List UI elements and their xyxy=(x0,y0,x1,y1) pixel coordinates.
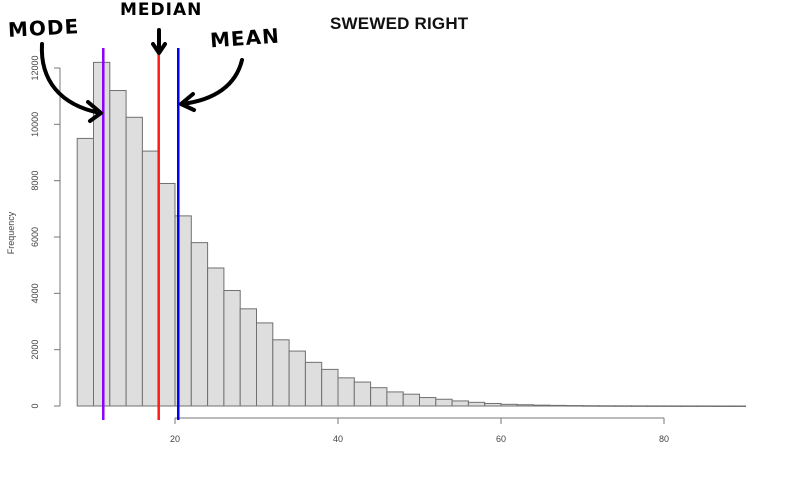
histogram-bar xyxy=(125,116,143,407)
mean-arrow-icon xyxy=(180,58,244,106)
annotation-arrows xyxy=(39,28,244,123)
histogram-bar xyxy=(549,404,567,407)
histogram-bar xyxy=(419,397,437,407)
histogram-bar xyxy=(516,404,535,407)
histogram-bar xyxy=(207,267,225,407)
histogram-bar xyxy=(256,322,274,407)
histogram-bar xyxy=(141,150,160,407)
histogram-bar xyxy=(484,402,502,407)
histogram-bar xyxy=(402,393,421,407)
histogram-bar xyxy=(614,405,632,407)
x-axis: 20 40 60 80 xyxy=(170,417,669,444)
y-tick-label: 12000 xyxy=(30,55,40,80)
histogram-bar xyxy=(288,350,306,407)
histogram-bar xyxy=(435,398,453,407)
histogram-bars xyxy=(76,61,747,407)
mode-annotation: MODE xyxy=(7,14,80,42)
x-tick-label: 40 xyxy=(333,434,343,444)
histogram-bar xyxy=(272,339,290,407)
histogram-bar xyxy=(630,405,649,407)
histogram-bar xyxy=(712,405,730,407)
histogram-bar xyxy=(386,391,404,407)
histogram-bar xyxy=(663,405,681,407)
histogram-bar xyxy=(582,405,600,407)
histogram-bar xyxy=(728,405,747,407)
histogram-bar xyxy=(467,401,486,407)
histogram-bar xyxy=(370,387,388,407)
y-tick-label: 2000 xyxy=(30,340,40,360)
y-tick-label: 8000 xyxy=(30,171,40,191)
median-annotation: MEDIAN xyxy=(120,0,203,20)
histogram-bar xyxy=(190,242,209,407)
y-tick-label: 4000 xyxy=(30,283,40,303)
histogram-bar xyxy=(321,368,339,407)
histogram-bar xyxy=(451,400,469,407)
chart-title: SWEWED RIGHT xyxy=(330,14,469,33)
mean-annotation: MEAN xyxy=(209,23,281,53)
histogram-bar xyxy=(158,182,176,407)
histogram-bar xyxy=(647,405,665,407)
histogram-bar xyxy=(533,404,551,407)
y-tick-label: 0 xyxy=(30,403,40,408)
mode-arrow-icon xyxy=(39,42,102,115)
reference-lines xyxy=(102,48,180,420)
histogram-bar xyxy=(598,405,616,407)
histogram-bar xyxy=(565,405,584,407)
y-axis: 0 2000 4000 6000 8000 10000 12000 xyxy=(30,55,61,409)
mean-arrowhead-icon xyxy=(179,92,196,112)
y-tick-label: 6000 xyxy=(30,227,40,247)
histogram-bar xyxy=(696,405,714,407)
histogram-bar xyxy=(304,361,323,407)
histogram-bar xyxy=(223,290,241,407)
histogram-bar xyxy=(239,308,257,407)
x-tick-label: 60 xyxy=(496,434,506,444)
median-arrowhead-icon xyxy=(151,42,167,55)
y-tick-label: 10000 xyxy=(30,112,40,137)
histogram-bar xyxy=(679,405,698,407)
x-tick-label: 20 xyxy=(170,434,180,444)
histogram-bar xyxy=(500,403,518,407)
histogram-bar xyxy=(109,90,127,407)
histogram-bar xyxy=(353,381,372,407)
histogram-bar xyxy=(76,137,94,407)
histogram-bar xyxy=(337,377,355,407)
x-tick-label: 80 xyxy=(659,434,669,444)
y-axis-label: Frequency xyxy=(6,211,16,255)
mode-arrowhead-icon xyxy=(86,100,103,123)
